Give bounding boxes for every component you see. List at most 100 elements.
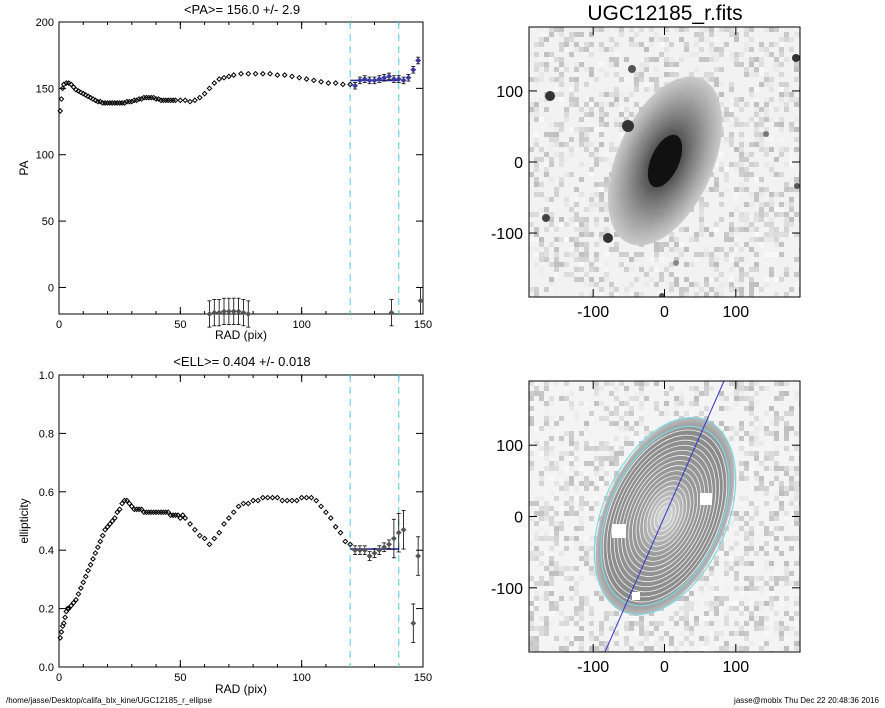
ell-data-point xyxy=(179,512,186,519)
noise-pixel xyxy=(579,177,584,182)
noise-pixel xyxy=(544,631,549,636)
noise-pixel xyxy=(619,262,624,267)
pa-data-point xyxy=(131,97,138,104)
noise-pixel xyxy=(649,77,654,82)
noise-pixel xyxy=(764,491,769,496)
noise-pixel xyxy=(789,287,794,292)
noise-pixel xyxy=(544,381,549,386)
noise-pixel xyxy=(784,471,789,476)
noise-pixel xyxy=(784,107,789,112)
noise-pixel xyxy=(584,257,589,262)
noise-pixel xyxy=(744,406,749,411)
noise-pixel xyxy=(599,152,604,157)
noise-pixel xyxy=(669,282,674,287)
noise-pixel xyxy=(739,516,744,521)
noise-pixel xyxy=(609,292,614,297)
noise-pixel xyxy=(694,621,699,626)
noise-pixel xyxy=(574,82,579,87)
noise-pixel xyxy=(769,87,774,92)
noise-pixel xyxy=(584,481,589,486)
noise-pixel xyxy=(769,267,774,272)
noise-pixel xyxy=(549,551,554,556)
star-10 xyxy=(673,260,679,266)
noise-pixel xyxy=(624,77,629,82)
noise-pixel xyxy=(634,641,639,646)
noise-pixel xyxy=(724,282,729,287)
noise-pixel xyxy=(754,197,759,202)
noise-pixel xyxy=(624,641,629,646)
noise-pixel xyxy=(709,601,714,606)
noise-pixel xyxy=(599,182,604,187)
noise-pixel xyxy=(614,292,619,297)
noise-pixel xyxy=(769,406,774,411)
noise-pixel xyxy=(549,581,554,586)
noise-pixel xyxy=(744,586,749,591)
noise-pixel xyxy=(704,67,709,72)
noise-pixel xyxy=(564,501,569,506)
noise-pixel xyxy=(639,416,644,421)
noise-pixel xyxy=(754,391,759,396)
noise-pixel xyxy=(699,571,704,576)
noise-pixel xyxy=(784,132,789,137)
noise-pixel xyxy=(584,102,589,107)
noise-pixel xyxy=(599,292,604,297)
noise-pixel xyxy=(589,32,594,37)
noise-pixel xyxy=(554,142,559,147)
noise-pixel xyxy=(684,292,689,297)
noise-pixel xyxy=(569,391,574,396)
noise-pixel xyxy=(594,192,599,197)
noise-pixel xyxy=(574,77,579,82)
noise-pixel xyxy=(714,247,719,252)
noise-pixel xyxy=(714,187,719,192)
noise-pixel xyxy=(719,27,724,32)
noise-pixel xyxy=(674,67,679,72)
noise-pixel xyxy=(639,262,644,267)
noise-pixel xyxy=(779,381,784,386)
noise-pixel xyxy=(794,77,799,82)
noise-pixel xyxy=(614,461,619,466)
noise-pixel xyxy=(739,62,744,67)
noise-pixel xyxy=(564,117,569,122)
noise-pixel xyxy=(614,451,619,456)
noise-pixel xyxy=(599,232,604,237)
noise-pixel xyxy=(769,466,774,471)
noise-pixel xyxy=(529,491,534,496)
noise-pixel xyxy=(604,152,609,157)
noise-pixel xyxy=(594,456,599,461)
noise-pixel xyxy=(644,631,649,636)
noise-pixel xyxy=(584,47,589,52)
pa-ytick-label: 100 xyxy=(36,150,54,162)
noise-pixel xyxy=(789,456,794,461)
noise-pixel xyxy=(654,67,659,72)
noise-pixel xyxy=(759,212,764,217)
noise-pixel xyxy=(634,72,639,77)
noise-pixel xyxy=(709,277,714,282)
noise-pixel xyxy=(609,162,614,167)
noise-pixel xyxy=(754,282,759,287)
noise-pixel xyxy=(544,197,549,202)
noise-pixel xyxy=(779,576,784,581)
noise-pixel xyxy=(699,27,704,32)
noise-pixel xyxy=(634,621,639,626)
noise-pixel xyxy=(654,242,659,247)
noise-pixel xyxy=(759,586,764,591)
ell-ytick-label: 0.6 xyxy=(39,487,54,499)
noise-pixel xyxy=(539,506,544,511)
noise-pixel xyxy=(564,481,569,486)
noise-pixel xyxy=(654,77,659,82)
noise-pixel xyxy=(769,531,774,536)
noise-pixel xyxy=(759,107,764,112)
noise-pixel xyxy=(784,596,789,601)
noise-pixel xyxy=(574,237,579,242)
noise-pixel xyxy=(749,601,754,606)
pa-data-point xyxy=(245,70,252,77)
noise-pixel xyxy=(604,27,609,32)
noise-pixel xyxy=(549,476,554,481)
ell-data-point xyxy=(75,591,82,597)
noise-pixel xyxy=(659,277,664,282)
noise-pixel xyxy=(594,27,599,32)
pa-data-point xyxy=(221,74,227,81)
noise-pixel xyxy=(669,272,674,277)
noise-pixel xyxy=(629,282,634,287)
noise-pixel xyxy=(549,27,554,32)
